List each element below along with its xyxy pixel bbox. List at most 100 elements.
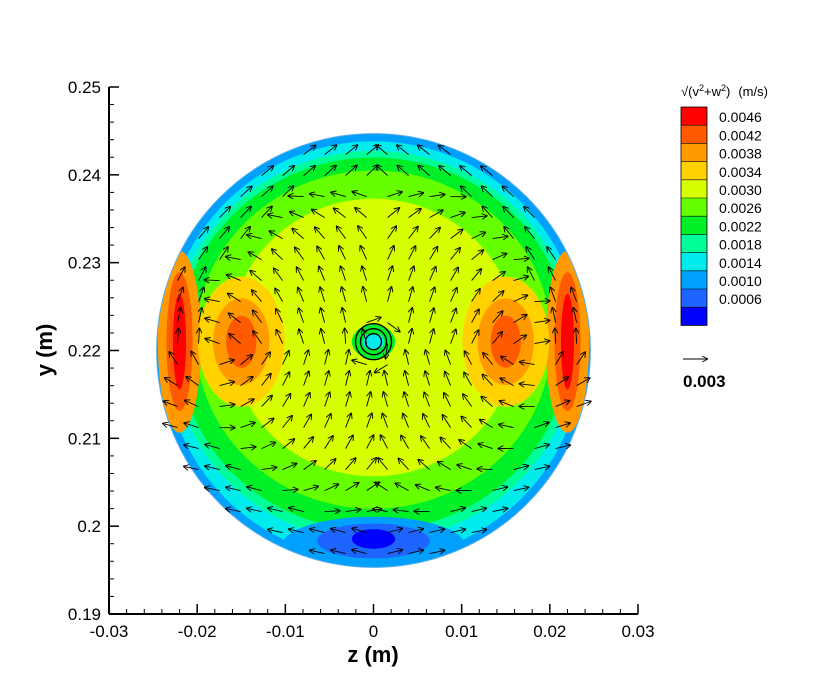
vector-arrow <box>198 288 204 302</box>
vector-arrow <box>405 350 408 365</box>
colorbar-legend: √(v2+w2) (m/s) 0.0046 0.0042 0.0038 0.0034 0.… <box>680 83 768 326</box>
vector-arrow <box>320 287 326 302</box>
vector-arrow <box>312 210 325 218</box>
vector-arrow <box>219 207 231 218</box>
vector-arrow <box>387 192 402 198</box>
vector-arrow <box>492 332 503 344</box>
vector-arrow <box>324 145 337 155</box>
vector-arrow <box>240 207 251 218</box>
vector-arrow <box>503 207 514 218</box>
vector-arrow <box>450 213 465 219</box>
colorbar-swatch <box>681 270 707 289</box>
vector-arrow <box>387 550 403 554</box>
vector-arrow <box>408 550 424 554</box>
vector-arrow <box>513 487 529 490</box>
vector-arrow <box>513 466 529 471</box>
vector-arrow <box>205 339 220 345</box>
vector-arrow <box>438 462 451 470</box>
vector-arrow <box>226 257 241 260</box>
vector-arrow <box>416 485 430 492</box>
vector-arrow <box>165 378 178 386</box>
vector-arrow <box>292 229 304 239</box>
vector-arrow <box>555 352 564 365</box>
vector-arrow <box>481 166 493 176</box>
vector-arrow <box>315 227 325 239</box>
vector-arrow <box>366 458 377 470</box>
vector-arrow <box>492 254 507 261</box>
x-axis-title: z (m) <box>347 642 398 667</box>
vector-arrow <box>297 267 304 281</box>
vector-arrow <box>450 529 466 532</box>
vector-arrow <box>409 329 412 344</box>
vector-arrow <box>352 528 367 534</box>
vector-arrow <box>382 414 389 428</box>
vector-arrow <box>282 394 291 407</box>
vector-arrow <box>504 227 514 239</box>
vector-arrow <box>303 372 309 386</box>
vector-arrow <box>520 362 535 365</box>
vector-arrow <box>396 483 409 491</box>
vector-arrow <box>426 350 431 365</box>
vector-arrow <box>345 392 350 407</box>
vector-arrow <box>261 374 271 386</box>
vector-arrow <box>444 393 452 407</box>
vector-arrow <box>550 288 557 302</box>
vector-arrow <box>345 483 359 491</box>
vector-arrow <box>219 247 228 260</box>
vector-arrow <box>424 393 431 407</box>
vector-arrow <box>425 371 431 386</box>
vector-arrow <box>513 335 527 344</box>
vector-arrow <box>303 350 309 365</box>
vector-arrow <box>429 329 434 344</box>
vector-arrow <box>483 375 493 386</box>
vector-arrow <box>282 372 290 386</box>
y-tick-label: 0.24 <box>68 166 101 185</box>
vector-arrow <box>282 439 295 449</box>
colorbar-title: √(v2+w2) (m/s) <box>681 83 768 99</box>
vector-arrow <box>205 299 220 302</box>
vector-arrow <box>436 487 451 490</box>
vector-arrow <box>363 287 367 302</box>
colorbar-level-label: 0.0018 <box>719 237 762 253</box>
vector-arrow <box>282 186 294 197</box>
vector-arrow <box>450 230 463 239</box>
colorbar-level-label: 0.0026 <box>719 200 762 216</box>
vector-arrow <box>198 267 206 281</box>
vector-arrow <box>205 280 220 281</box>
vector-arrow <box>282 489 298 490</box>
domain-boundary <box>156 133 591 568</box>
vector-arrow <box>471 289 480 302</box>
vector-arrow <box>270 231 283 239</box>
vector-arrow <box>268 215 283 218</box>
vector-arrow <box>482 207 493 218</box>
vector-arrow <box>377 166 388 176</box>
vector-arrow <box>471 530 487 533</box>
colorbar-swatch <box>681 307 707 326</box>
vector-arrow <box>358 226 367 239</box>
colorbar-level-label: 0.0042 <box>719 127 762 143</box>
vector-arrow <box>198 247 208 260</box>
vector-arrow <box>295 248 304 260</box>
vector-arrow <box>261 166 274 176</box>
axes: -0.03 -0.02 -0.01 0 0.01 0.02 0.03 0.19 0.2 0.21… <box>68 78 655 641</box>
vector-arrow <box>177 267 185 281</box>
vector-arrow <box>423 414 431 428</box>
vector-arrow <box>373 509 388 512</box>
vector-arrow <box>483 353 493 365</box>
vector-arrow <box>408 267 414 281</box>
vector-arrow <box>240 399 254 407</box>
vector-arrow <box>345 436 353 449</box>
vector-arrow <box>450 248 460 260</box>
vector-arrow <box>198 227 209 239</box>
vector-arrow <box>555 329 556 344</box>
vector-arrow <box>501 378 514 386</box>
vector-arrow <box>303 461 316 470</box>
vector-arrow <box>534 341 550 344</box>
x-tick-label: 0.03 <box>621 622 654 641</box>
vector-arrow <box>573 308 576 323</box>
vector-arrow <box>429 195 445 197</box>
vector-arrow <box>366 435 374 449</box>
vector-arrow <box>324 484 339 492</box>
vortex-ring <box>364 333 383 351</box>
vector-arrow <box>282 464 297 471</box>
